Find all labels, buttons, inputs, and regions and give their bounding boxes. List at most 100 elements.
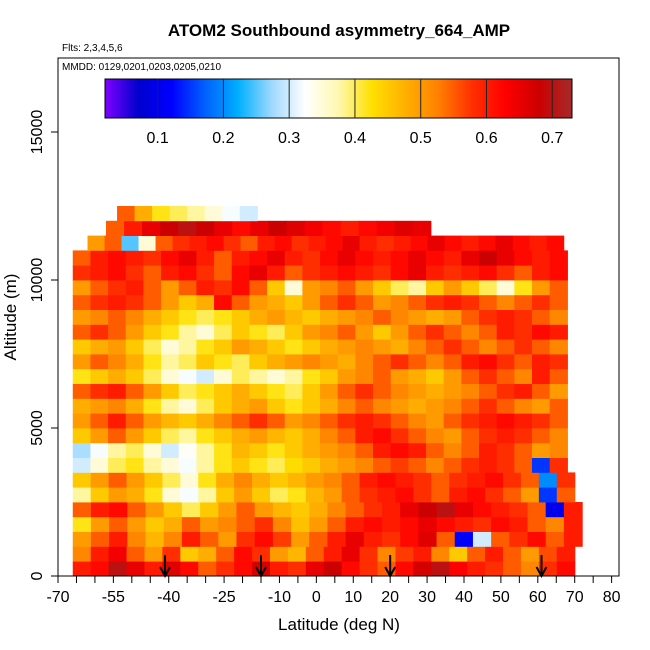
heatmap-cell: [514, 309, 533, 325]
heatmap-cell: [538, 487, 558, 503]
heatmap-cell: [109, 531, 128, 547]
heatmap-cell: [408, 280, 427, 296]
heatmap-cell: [512, 235, 531, 251]
heatmap-cell: [161, 265, 180, 281]
heatmap-cell: [178, 250, 197, 266]
heatmap-cell: [320, 280, 339, 296]
heatmap-cell: [509, 502, 529, 518]
heatmap-cell: [200, 516, 219, 532]
heatmap-cell: [320, 398, 339, 414]
heatmap-cell: [408, 368, 427, 384]
heatmap-cell: [216, 561, 235, 577]
heatmap-cell: [426, 265, 445, 281]
heatmap-cell: [108, 383, 127, 399]
heatmap-cell: [408, 354, 427, 370]
heatmap-cell: [309, 531, 329, 547]
heatmap-cell: [400, 531, 419, 547]
heatmap-cell: [443, 324, 462, 340]
heatmap-cell: [390, 324, 409, 340]
heatmap-cell: [161, 324, 180, 340]
heatmap-cell: [72, 280, 92, 296]
heatmap-cell: [390, 250, 409, 266]
heatmap-cell: [249, 265, 268, 281]
heatmap-cell: [355, 428, 374, 444]
heatmap-cell: [172, 235, 191, 251]
heatmap-cell: [90, 546, 110, 562]
heatmap-cell: [254, 516, 274, 532]
heatmap-cell: [178, 442, 197, 458]
heatmap-cell: [90, 294, 109, 310]
heatmap-cell: [485, 561, 504, 577]
heatmap-cell: [236, 531, 256, 547]
heatmap-cell: [284, 368, 303, 384]
heatmap-cell: [320, 265, 339, 281]
heatmap-cell: [90, 502, 110, 518]
heatmap-cell: [320, 250, 339, 266]
heatmap-cell: [426, 398, 445, 414]
heatmap-cell: [218, 516, 238, 532]
heatmap-cell: [496, 265, 515, 281]
heatmap-cell: [108, 339, 127, 355]
heatmap-cell: [284, 457, 303, 473]
heatmap-cell: [144, 487, 163, 503]
heatmap-cell: [189, 235, 208, 251]
heatmap-cell: [532, 265, 551, 281]
heatmap-cell: [125, 413, 145, 429]
heatmap-cell: [373, 265, 392, 281]
heatmap-cell: [556, 487, 576, 503]
colorbar-tick-label: 0.6: [475, 130, 497, 147]
heatmap-cell: [431, 546, 450, 562]
heatmap-cell: [527, 502, 547, 518]
heatmap-cell: [218, 531, 238, 547]
heatmap-cell: [302, 398, 321, 414]
heatmap-cell: [291, 502, 310, 518]
heatmap-cell: [390, 309, 409, 325]
heatmap-cell: [479, 265, 498, 281]
heatmap-cell: [443, 368, 462, 384]
heatmap-cell: [532, 280, 551, 296]
heatmap-cell: [284, 398, 303, 414]
heatmap-cell: [545, 516, 565, 532]
heatmap-cell: [323, 472, 343, 488]
heatmap-cell: [337, 354, 356, 370]
heatmap-cell: [355, 250, 374, 266]
heatmap-cell: [108, 457, 127, 473]
heatmap-cell: [485, 546, 504, 562]
heatmap-cell: [72, 413, 92, 429]
heatmap-cell: [461, 324, 480, 340]
heatmap-cell: [249, 428, 268, 444]
heatmap-cell: [72, 368, 92, 384]
heatmap-cell: [341, 487, 361, 503]
heatmap-cell: [178, 294, 197, 310]
heatmap-cell: [125, 324, 145, 340]
heatmap-cell: [479, 280, 498, 296]
heatmap-cell: [373, 457, 392, 473]
heatmap-cell: [125, 442, 145, 458]
heatmap-cell: [305, 546, 325, 562]
heatmap-cell: [327, 531, 347, 547]
heatmap-cell: [125, 339, 145, 355]
heatmap-cell: [222, 206, 241, 222]
heatmap-cell: [72, 428, 92, 444]
heatmap-cell: [532, 398, 551, 414]
heatmap-cell: [269, 546, 289, 562]
heatmap-cell: [109, 502, 128, 518]
x-tick-label: -25: [213, 589, 236, 606]
heatmap-cell: [390, 294, 409, 310]
heatmap-cell: [143, 324, 162, 340]
heatmap-cell: [180, 546, 199, 562]
heatmap-cell: [90, 561, 110, 577]
heatmap-cell: [373, 280, 392, 296]
heatmap-cell: [309, 516, 329, 532]
heatmap-cell: [377, 472, 397, 488]
heatmap-cell: [376, 220, 396, 236]
heatmap-cell: [322, 220, 342, 236]
heatmap-cell: [345, 531, 365, 547]
heatmap-cell: [355, 383, 374, 399]
heatmap-cell: [472, 502, 492, 518]
x-tick-label: 20: [381, 589, 399, 606]
flights-subtitle: Flts: 2,3,4,5,6: [62, 43, 123, 54]
heatmap-cell: [549, 265, 568, 281]
heatmap-cell: [461, 413, 480, 429]
